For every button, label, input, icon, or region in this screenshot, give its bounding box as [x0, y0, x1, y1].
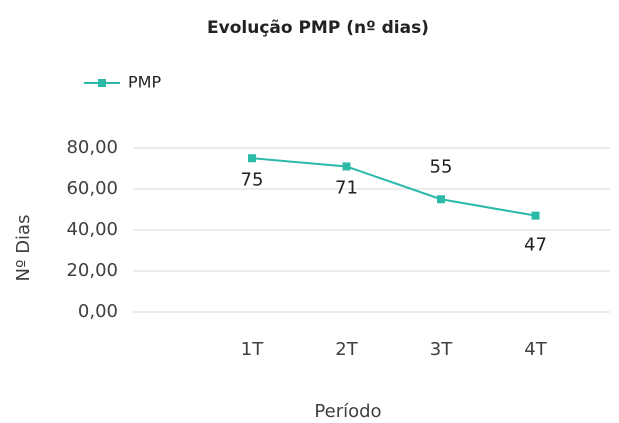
point-marker	[248, 154, 256, 163]
y-tick-label: 20,00	[66, 260, 118, 281]
data-label: 47	[524, 235, 547, 256]
data-label: 75	[241, 169, 264, 190]
y-tick-label: 0,00	[78, 301, 118, 322]
y-tick-label: 60,00	[66, 178, 118, 199]
data-label: 55	[430, 156, 453, 177]
point-marker	[342, 162, 351, 171]
x-tick-label: 3T	[430, 339, 453, 360]
point-marker	[437, 195, 445, 204]
data-label: 71	[335, 177, 358, 198]
y-tick-label: 40,00	[66, 219, 118, 240]
x-axis-label: Período	[314, 401, 381, 422]
legend-marker	[98, 79, 106, 87]
x-tick-label: 4T	[524, 339, 547, 360]
chart-title: Evolução PMP (nº dias)	[207, 18, 429, 38]
y-axis-label: Nº Dias	[13, 215, 34, 282]
x-tick-label: 2T	[335, 339, 358, 360]
point-marker	[531, 211, 540, 220]
x-tick-label: 1T	[241, 339, 264, 360]
y-tick-label: 80,00	[66, 137, 118, 158]
series-line	[251, 157, 536, 217]
legend-label: PMP	[128, 73, 161, 92]
